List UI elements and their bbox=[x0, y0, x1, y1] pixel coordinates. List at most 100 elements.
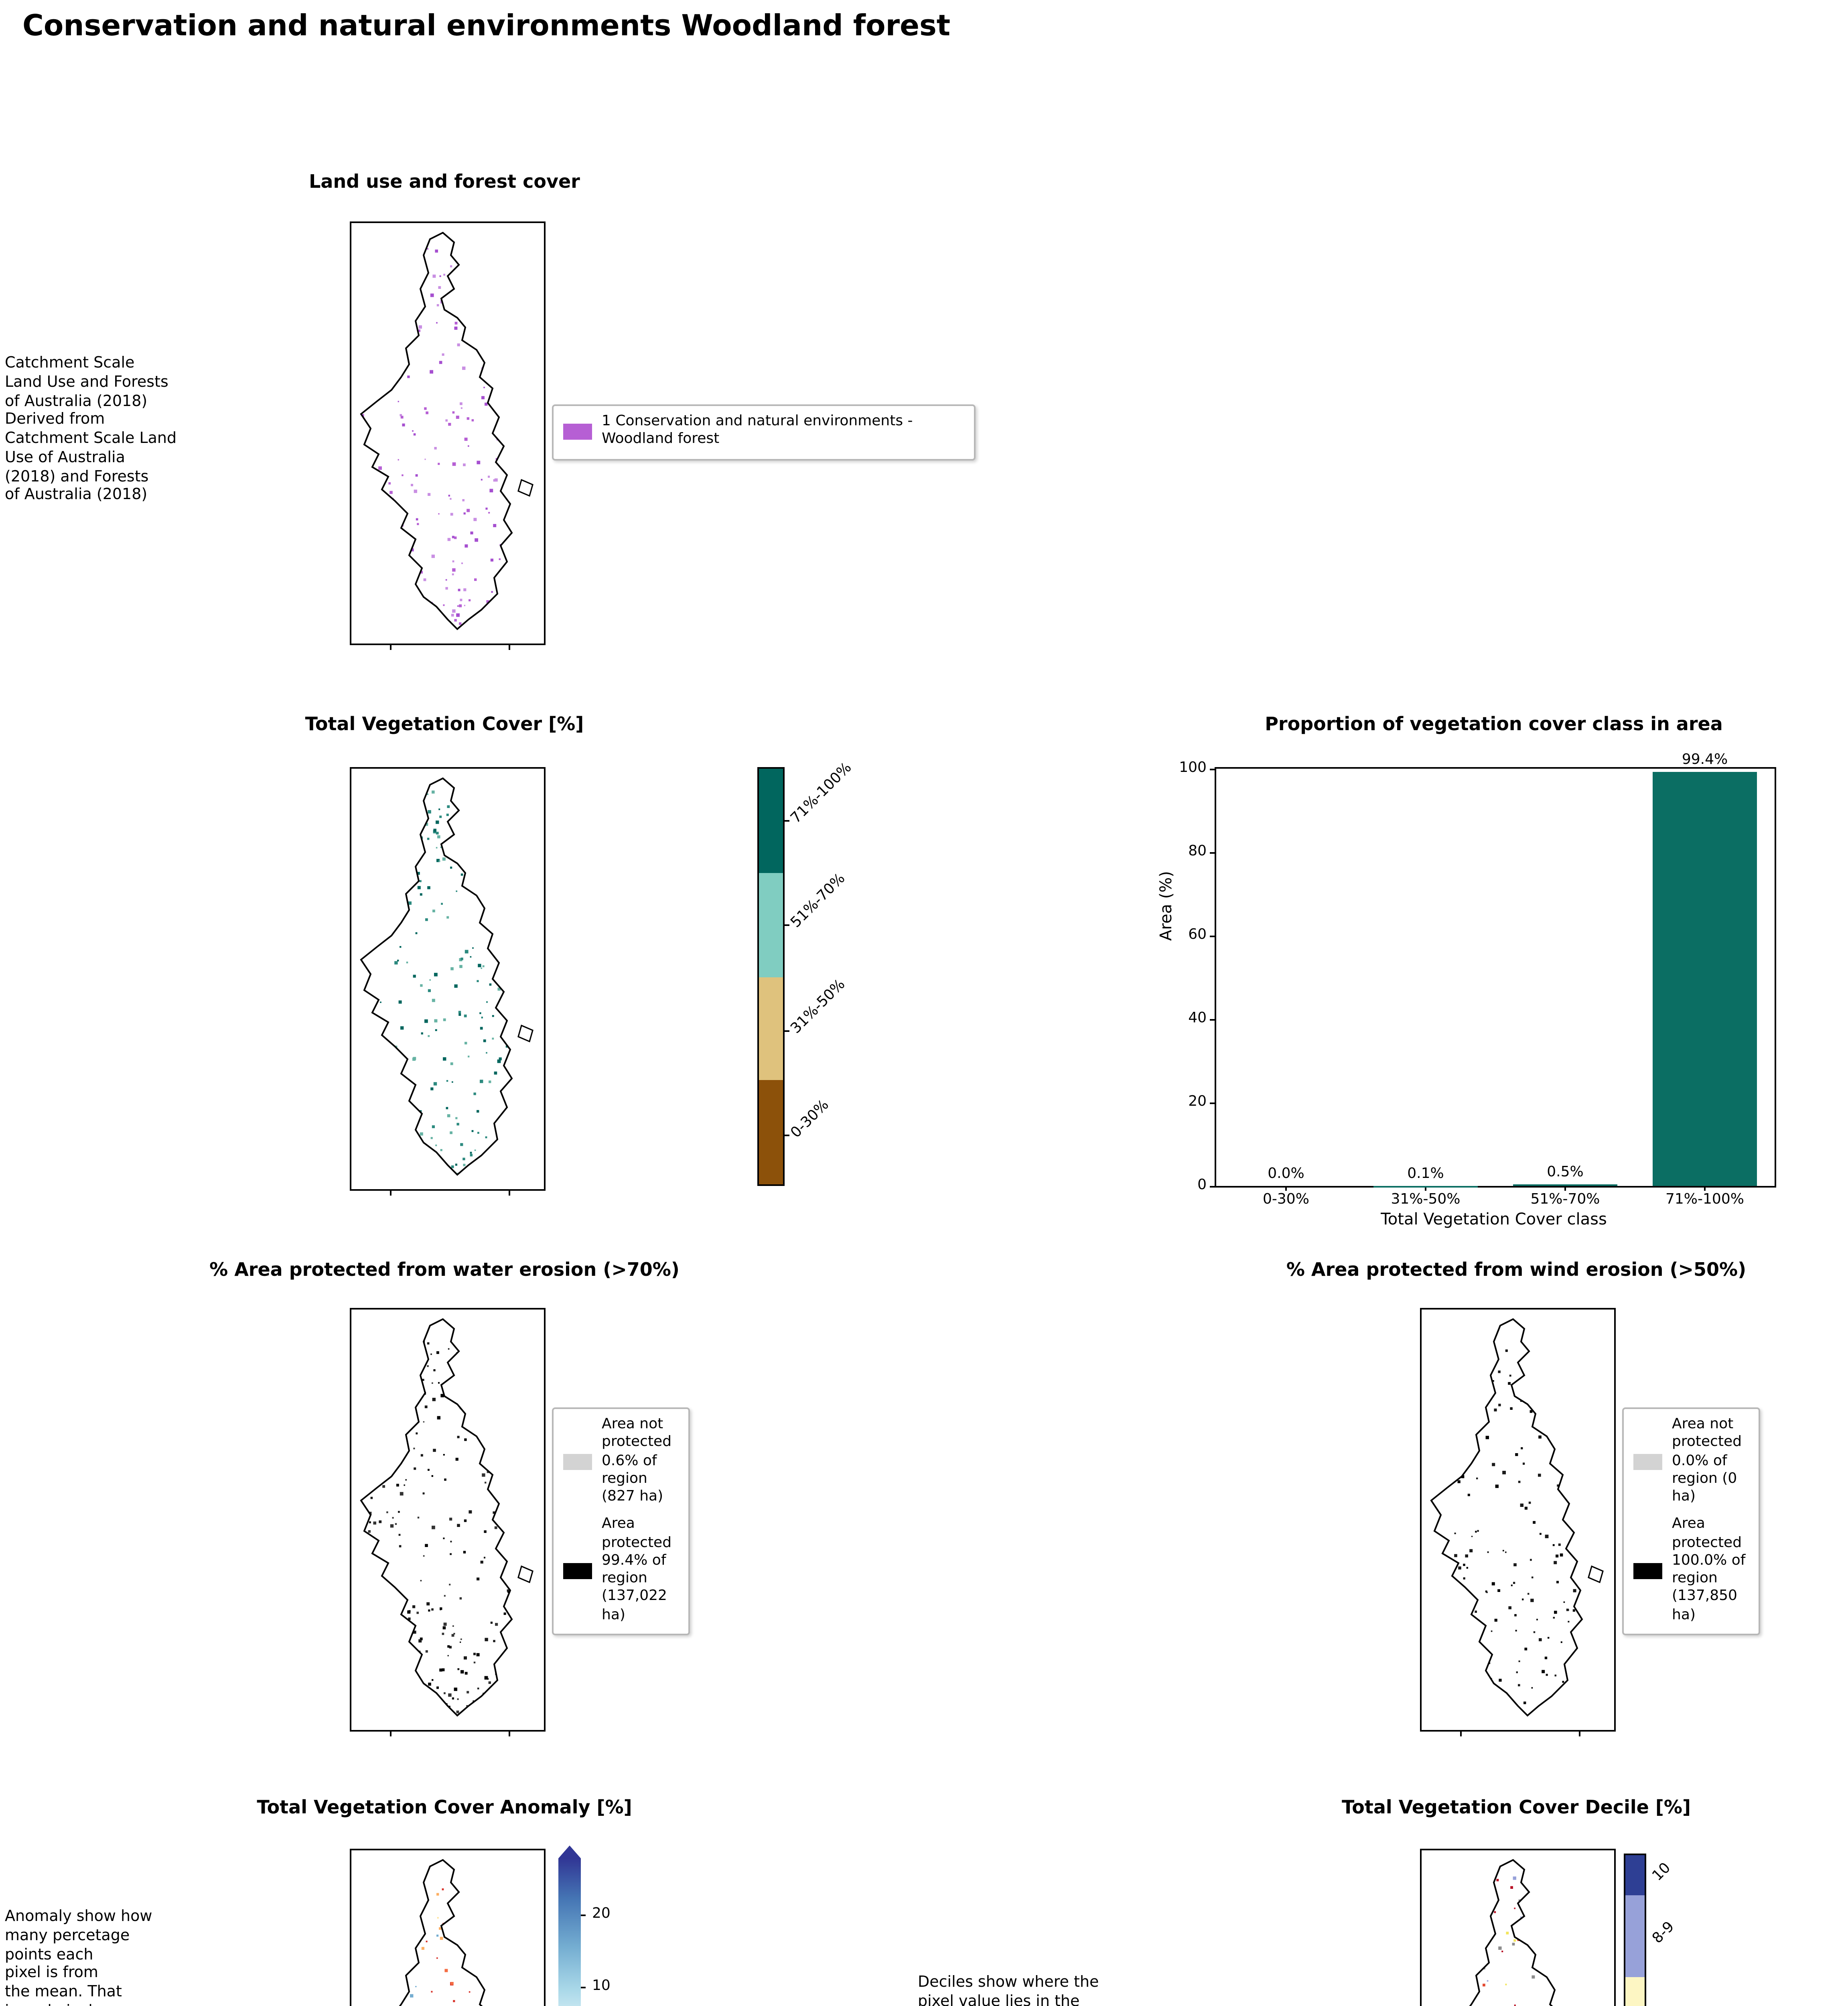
colorbar-segment bbox=[759, 873, 783, 977]
y-axis-tick-label: 40 bbox=[1188, 1010, 1207, 1026]
bar-value-label: 0.5% bbox=[1547, 1164, 1584, 1181]
colorbar-segment bbox=[759, 1080, 783, 1184]
bar-value-label: 99.4% bbox=[1682, 752, 1728, 768]
vegcover-title: Total Vegetation Cover [%] bbox=[305, 713, 584, 735]
proportion-chart-title: Proportion of vegetation cover class in … bbox=[1265, 713, 1723, 735]
x-axis-tick-label: 31%-50% bbox=[1391, 1192, 1461, 1208]
legend-item: Area protected 100.0% of region (137,850… bbox=[1633, 1517, 1749, 1625]
decile-colorbar: 10 8-9 4-7 2-3 1 bbox=[1624, 1854, 1678, 2006]
legend-item: Area not protected 0.6% of region (827 h… bbox=[563, 1417, 679, 1507]
landuse-map bbox=[350, 221, 546, 650]
colorbar-segment bbox=[759, 769, 783, 873]
colorbar-label: 51%-70% bbox=[788, 871, 849, 932]
bar-value-label: 0.0% bbox=[1268, 1167, 1304, 1183]
landuse-note: Catchment Scale Land Use and Forests of … bbox=[5, 355, 177, 505]
landuse-legend-label: 1 Conservation and natural environments … bbox=[602, 414, 913, 448]
landuse-legend-swatch bbox=[563, 424, 592, 440]
colorbar-label: 10 bbox=[1650, 1860, 1675, 1885]
chart-xlabel: Total Vegetation Cover class bbox=[1381, 1212, 1607, 1229]
y-axis-tick bbox=[1210, 1102, 1216, 1103]
wind-erosion-title: % Area protected from wind erosion (>50%… bbox=[1286, 1258, 1747, 1281]
colorbar-label: 8-9 bbox=[1650, 1919, 1678, 1948]
map-speckles bbox=[1431, 1330, 1582, 1716]
catchment-islet bbox=[517, 1565, 534, 1584]
bar bbox=[1653, 771, 1757, 1186]
colorbar-tick bbox=[581, 1987, 586, 1988]
map-axis-tick bbox=[509, 645, 510, 650]
legend-item: Area protected 99.4% of region (137,022 … bbox=[563, 1517, 679, 1625]
catchment-outline bbox=[360, 778, 513, 1176]
colorbar-tick-label: 20 bbox=[592, 1907, 611, 1923]
vegcover-map bbox=[350, 767, 546, 1196]
colorbar-arrow-up bbox=[558, 1846, 581, 1858]
water-protected-swatch bbox=[563, 1563, 592, 1579]
wind-erosion-map-canvas bbox=[1430, 1318, 1604, 1716]
landuse-title: Land use and forest cover bbox=[309, 170, 580, 193]
x-axis-tick-label: 51%-70% bbox=[1530, 1192, 1600, 1208]
x-axis-tick bbox=[1285, 1186, 1287, 1191]
y-axis-tick bbox=[1210, 768, 1216, 770]
colorbar-label: 71%-100% bbox=[788, 760, 856, 828]
x-axis-tick-label: 0-30% bbox=[1263, 1192, 1309, 1208]
decile-map bbox=[1420, 1849, 1616, 2006]
y-axis-tick bbox=[1210, 1185, 1216, 1187]
wind-erosion-map bbox=[1420, 1308, 1616, 1736]
y-axis-tick-label: 20 bbox=[1188, 1094, 1207, 1110]
anomaly-map bbox=[350, 1849, 546, 2006]
wind-notprotected-swatch bbox=[1633, 1454, 1662, 1470]
wind-erosion-legend: Area not protected 0.0% of region (0 ha)… bbox=[1622, 1407, 1760, 1635]
colorbar-tick-label: 10 bbox=[592, 1979, 611, 1995]
decile-note: Deciles show where the pixel value lies … bbox=[918, 1974, 1099, 2006]
x-axis-tick bbox=[1564, 1186, 1566, 1191]
colorbar-tick bbox=[785, 820, 789, 822]
legend-item: 1 Conservation and natural environments … bbox=[563, 414, 964, 450]
y-axis-tick bbox=[1210, 935, 1216, 936]
x-axis-tick bbox=[1704, 1186, 1706, 1191]
catchment-islet bbox=[517, 1024, 534, 1043]
catchment-outline bbox=[360, 1318, 513, 1716]
water-notprotected-label: Area not protected 0.6% of region (827 h… bbox=[602, 1417, 672, 1505]
colorbar-label: 31%-50% bbox=[788, 977, 849, 1038]
wind-notprotected-label: Area not protected 0.0% of region (0 ha) bbox=[1672, 1417, 1742, 1505]
proportion-chart-plot: 0 20 40 60 80 100 0-30% 0.0% 31%-50% 0.1% 51%-70% 0… bbox=[1179, 752, 1776, 1208]
map-axis-tick bbox=[390, 1191, 392, 1196]
bar-value-label: 0.1% bbox=[1407, 1166, 1444, 1182]
y-axis-tick bbox=[1210, 1018, 1216, 1020]
y-axis-tick-label: 60 bbox=[1188, 927, 1207, 943]
y-axis-tick-label: 0 bbox=[1197, 1177, 1207, 1193]
colorbar-tick bbox=[785, 1135, 789, 1136]
catchment-outline bbox=[360, 1859, 513, 2006]
legend-item: Area not protected 0.0% of region (0 ha) bbox=[1633, 1417, 1749, 1507]
vegcover-map-canvas bbox=[360, 778, 534, 1176]
colorbar-segment bbox=[1625, 1855, 1645, 1896]
colorbar-segment bbox=[1625, 1977, 1645, 2006]
catchment-islet bbox=[1588, 1565, 1604, 1584]
chart-ylabel: Area (%) bbox=[1158, 871, 1176, 941]
map-speckles bbox=[362, 1331, 512, 1716]
anomaly-map-canvas bbox=[360, 1859, 513, 2006]
water-notprotected-swatch bbox=[563, 1454, 592, 1470]
wind-protected-label: Area protected 100.0% of region (137,850… bbox=[1672, 1517, 1746, 1623]
anomaly-title: Total Vegetation Cover Anomaly [%] bbox=[257, 1796, 632, 1818]
y-axis-tick bbox=[1210, 851, 1216, 853]
landuse-map-canvas bbox=[360, 232, 534, 630]
map-speckles bbox=[361, 243, 512, 629]
map-speckles bbox=[361, 788, 512, 1175]
water-protected-label: Area protected 99.4% of region (137,022 … bbox=[602, 1517, 672, 1623]
x-axis-tick-label: 71%-100% bbox=[1665, 1192, 1744, 1208]
colorbar-label: 0-30% bbox=[788, 1097, 833, 1142]
colorbar-tick bbox=[785, 924, 789, 926]
y-axis-tick-label: 100 bbox=[1179, 760, 1207, 776]
catchment-outline bbox=[1430, 1318, 1583, 1716]
y-axis-tick-label: 80 bbox=[1188, 843, 1207, 859]
map-axis-tick bbox=[1579, 1732, 1580, 1736]
vegcover-colorbar: 71%-100% 51%-70% 31%-50% 0-30% bbox=[757, 760, 856, 1186]
map-axis-tick bbox=[1460, 1732, 1462, 1736]
water-erosion-map-canvas bbox=[360, 1318, 534, 1716]
x-axis-tick bbox=[1425, 1186, 1426, 1191]
page-title: Conservation and natural environments Wo… bbox=[22, 10, 951, 43]
anomaly-note: Anomaly show how many percetage points e… bbox=[5, 1908, 152, 2006]
catchment-islet bbox=[517, 479, 534, 497]
colorbar-segment bbox=[759, 977, 783, 1080]
